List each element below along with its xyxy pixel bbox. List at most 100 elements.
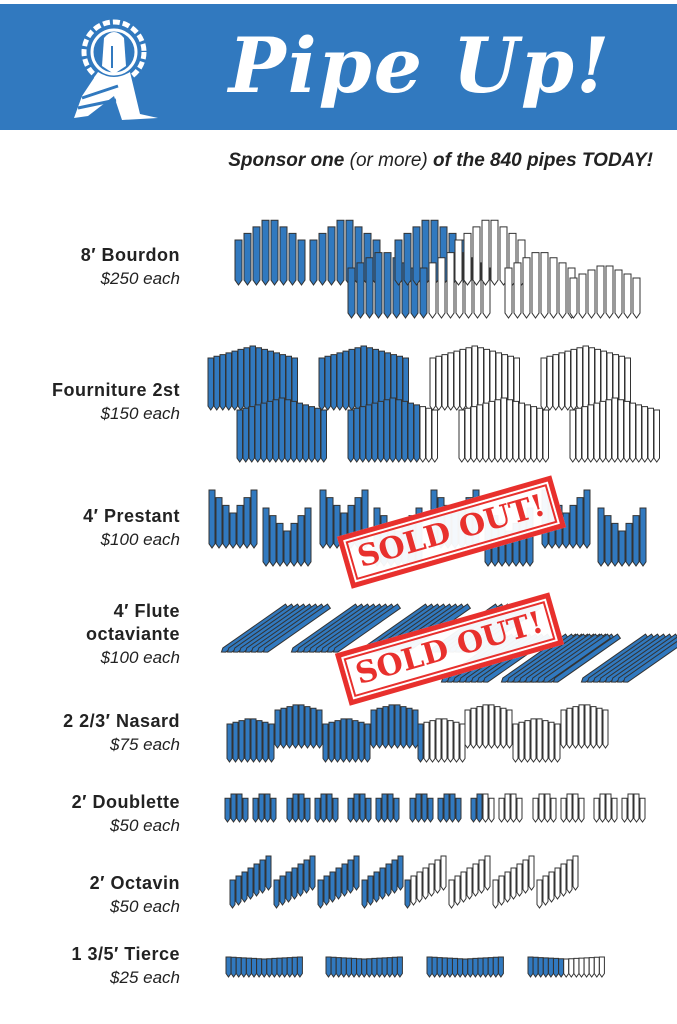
sponsored-pipe[interactable] [256, 958, 263, 978]
available-pipe[interactable] [498, 875, 505, 906]
available-pipe[interactable] [482, 402, 489, 463]
available-pipe[interactable] [429, 357, 436, 411]
available-pipe[interactable] [572, 793, 579, 823]
available-pipe[interactable] [617, 399, 624, 463]
sponsored-pipe[interactable] [241, 871, 248, 903]
sponsored-pipe[interactable] [268, 723, 275, 763]
sponsored-pipe[interactable] [374, 252, 383, 319]
sponsored-pipe[interactable] [329, 871, 336, 903]
available-pipe[interactable] [477, 347, 484, 411]
sponsored-pipe[interactable] [242, 407, 249, 463]
sponsored-pipe[interactable] [381, 957, 388, 978]
available-pipe[interactable] [470, 707, 477, 749]
available-pipe[interactable] [566, 859, 573, 894]
available-pipe[interactable] [513, 262, 522, 319]
sponsored-pipe[interactable] [356, 262, 365, 319]
available-pipe[interactable] [516, 797, 523, 823]
available-pipe[interactable] [410, 875, 417, 906]
sponsored-pipe[interactable] [276, 522, 284, 567]
sponsored-pipe[interactable] [269, 515, 277, 567]
available-pipe[interactable] [560, 709, 567, 749]
sponsored-pipe[interactable] [387, 793, 394, 823]
available-pipe[interactable] [459, 723, 466, 763]
sponsored-pipe[interactable] [297, 863, 304, 897]
sponsored-pipe[interactable] [370, 709, 377, 749]
sponsored-pipe[interactable] [348, 348, 355, 411]
available-pipe[interactable] [566, 707, 573, 749]
sponsored-pipe[interactable] [412, 226, 421, 286]
available-pipe[interactable] [419, 406, 426, 463]
available-pipe[interactable] [488, 797, 495, 823]
available-pipe[interactable] [504, 267, 513, 319]
available-pipe[interactable] [516, 863, 523, 897]
sponsored-pipe[interactable] [334, 720, 341, 763]
sponsored-pipe[interactable] [358, 721, 365, 763]
sponsored-pipe[interactable] [361, 958, 368, 978]
sponsored-pipe[interactable] [383, 399, 390, 463]
available-pipe[interactable] [598, 956, 605, 978]
sponsored-pipe[interactable] [376, 957, 383, 978]
sponsored-pipe[interactable] [391, 956, 398, 978]
available-pipe[interactable] [578, 797, 585, 823]
sponsored-pipe[interactable] [569, 504, 577, 549]
available-pipe[interactable] [530, 718, 537, 763]
available-pipe[interactable] [536, 879, 543, 909]
sponsored-pipe[interactable] [309, 239, 318, 286]
available-pipe[interactable] [583, 957, 590, 978]
sponsored-pipe[interactable] [283, 530, 291, 567]
sponsored-pipe[interactable] [236, 409, 243, 463]
available-pipe[interactable] [587, 269, 596, 319]
available-pipe[interactable] [524, 720, 531, 763]
available-pipe[interactable] [482, 793, 489, 823]
sponsored-pipe[interactable] [406, 707, 413, 749]
available-pipe[interactable] [578, 273, 587, 319]
sponsored-pipe[interactable] [245, 957, 252, 978]
available-pipe[interactable] [542, 409, 549, 463]
sponsored-pipe[interactable] [391, 859, 398, 894]
sponsored-pipe[interactable] [360, 345, 367, 411]
sponsored-pipe[interactable] [492, 956, 499, 978]
sponsored-pipe[interactable] [365, 797, 372, 823]
sponsored-pipe[interactable] [542, 633, 612, 684]
sponsored-pipe[interactable] [251, 957, 257, 978]
sponsored-pipe[interactable] [542, 957, 549, 978]
available-pipe[interactable] [459, 348, 466, 411]
available-pipe[interactable] [434, 859, 441, 894]
sponsored-pipe[interactable] [213, 355, 220, 411]
sponsored-pipe[interactable] [248, 406, 255, 463]
sponsored-pipe[interactable] [224, 797, 231, 823]
available-pipe[interactable] [596, 265, 605, 319]
available-pipe[interactable] [568, 958, 575, 978]
sponsored-pipe[interactable] [426, 956, 433, 978]
sponsored-pipe[interactable] [419, 267, 428, 319]
available-pipe[interactable] [512, 400, 519, 463]
available-pipe[interactable] [518, 402, 525, 463]
available-pipe[interactable] [540, 357, 547, 411]
sponsored-pipe[interactable] [366, 347, 373, 411]
available-pipe[interactable] [584, 704, 591, 749]
available-pipe[interactable] [470, 406, 477, 463]
sponsored-pipe[interactable] [296, 956, 303, 978]
available-pipe[interactable] [569, 409, 576, 463]
available-pipe[interactable] [463, 232, 472, 286]
sponsored-pipe[interactable] [443, 793, 450, 823]
sponsored-pipe[interactable] [404, 879, 411, 909]
sponsored-pipe[interactable] [379, 867, 386, 900]
available-pipe[interactable] [587, 404, 594, 463]
sponsored-pipe[interactable] [235, 957, 242, 978]
sponsored-pipe[interactable] [347, 267, 356, 319]
available-pipe[interactable] [494, 706, 501, 749]
sponsored-pipe[interactable] [353, 855, 360, 891]
sponsored-pipe[interactable] [328, 721, 335, 763]
sponsored-pipe[interactable] [373, 871, 380, 903]
available-pipe[interactable] [510, 867, 517, 900]
sponsored-pipe[interactable] [280, 707, 287, 749]
available-pipe[interactable] [542, 875, 549, 906]
sponsored-pipe[interactable] [292, 793, 299, 823]
sponsored-pipe[interactable] [632, 515, 640, 567]
available-pipe[interactable] [472, 226, 481, 286]
sponsored-pipe[interactable] [361, 879, 368, 909]
sponsored-pipe[interactable] [622, 633, 677, 684]
sponsored-pipe[interactable] [431, 956, 438, 978]
available-pipe[interactable] [458, 409, 465, 463]
